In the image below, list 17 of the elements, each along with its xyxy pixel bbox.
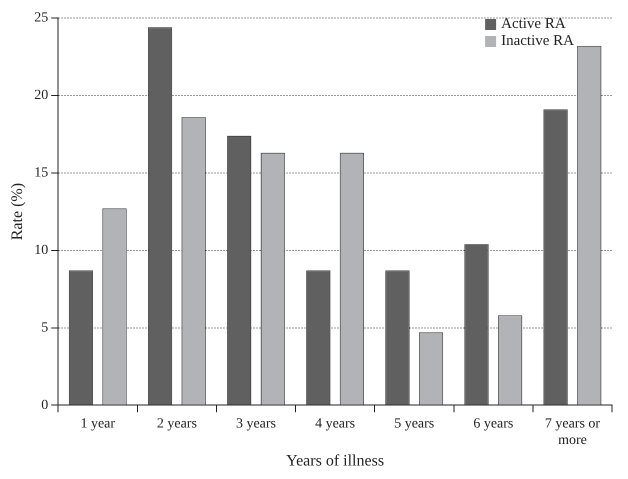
y-tick-label: 15 (34, 166, 48, 181)
x-axis-title: Years of illness (286, 452, 384, 470)
x-tick-label: 7 years or more (544, 416, 600, 448)
x-tick-label: 1 year (80, 416, 116, 432)
y-tick-label: 5 (41, 320, 48, 336)
x-tick-label: 6 years (473, 416, 514, 432)
y-axis-title: Rate (%) (8, 182, 26, 240)
y-tick-label: 0 (41, 398, 48, 413)
x-tick-label: 2 years (156, 416, 197, 432)
legend-label: Inactive RA (501, 32, 574, 49)
y-tick-label: 10 (34, 242, 48, 258)
x-tick-label: 4 years (315, 416, 356, 432)
legend-label: Active RA (501, 16, 566, 32)
x-tick-label: 3 years (236, 416, 276, 432)
y-tick-label: 25 (34, 10, 48, 26)
y-tick-label: 20 (34, 88, 48, 104)
x-tick-label: 5 years (394, 416, 434, 432)
